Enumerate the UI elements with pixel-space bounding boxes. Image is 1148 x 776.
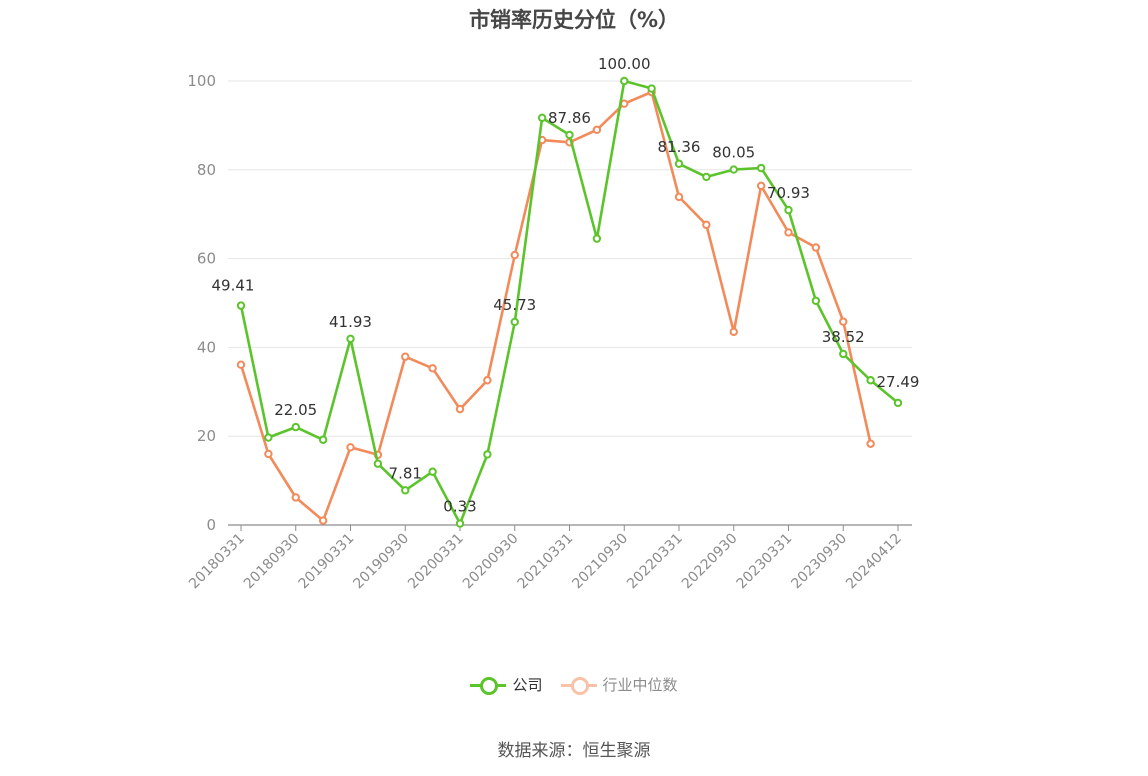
x-tick-label-20190930: 20190930 (350, 531, 412, 593)
series-1-point-20231231 (866, 439, 875, 448)
y-tick-label-60: 60 (197, 250, 216, 268)
series-1-point-20220930 (729, 327, 738, 337)
legend: 公司 行业中位数 (0, 674, 1148, 695)
x-tick-label-20240412: 20240412 (843, 531, 905, 593)
series-1-point-20180331 (236, 360, 246, 369)
series-1-point-20210630 (592, 125, 602, 135)
x-tick-label-20180930: 20180930 (241, 531, 303, 593)
legend-company-label: 公司 (512, 676, 543, 694)
series-0-point-20180930 (291, 422, 300, 432)
data-label-20180930: 22.05 (274, 401, 317, 419)
data-label-20200331: 0.33 (443, 498, 476, 516)
series-0-point-20200331 (455, 519, 465, 528)
series-0-point-20220930 (729, 165, 738, 174)
series-1-point-20190331 (346, 443, 355, 452)
series-0-point-20230331 (784, 205, 793, 215)
x-tick-label-20190331: 20190331 (296, 531, 358, 593)
series-1-point-20220331 (674, 192, 684, 202)
series-0-point-20180630 (264, 433, 273, 442)
series-1-point-20221231 (756, 181, 766, 190)
series-0-point-20230630 (811, 296, 821, 305)
x-tick-label-20210930: 20210930 (569, 531, 631, 593)
data-label-20220331: 81.36 (658, 138, 701, 156)
x-tick-label-20200930: 20200930 (460, 531, 522, 593)
y-tick-label-20: 20 (197, 427, 216, 445)
data-label-20180331: 49.41 (212, 277, 255, 295)
series-1-point-20230331 (784, 228, 793, 237)
series-1-point-20200930 (510, 250, 519, 260)
y-tick-label-100: 100 (187, 72, 216, 90)
source-note: 数据来源：恒生聚源 (497, 741, 651, 761)
x-tick-label-20220930: 20220930 (679, 531, 741, 593)
series-0-point-20230930 (839, 349, 848, 359)
x-tick-label-20180331: 20180331 (186, 531, 248, 593)
data-label-20190930: 7.81 (389, 464, 422, 482)
series-1-point-20200630 (483, 376, 492, 385)
data-label-20190331: 41.93 (329, 313, 372, 331)
series-1-point-20220630 (702, 220, 711, 230)
series-0-point-20210630 (592, 234, 602, 243)
series-0-point-20201231 (537, 113, 547, 123)
data-label-20220930: 80.05 (712, 144, 755, 162)
series-0-point-20200630 (483, 450, 492, 459)
series-1-point-20181231 (318, 516, 328, 525)
series-1-point-20180630 (264, 449, 273, 459)
series-0-point-20190331 (346, 334, 355, 344)
series-0-point-20210930 (620, 76, 629, 86)
series-0-point-20231231 (866, 376, 875, 385)
data-label-20210930: 100.00 (598, 55, 651, 73)
chart-title: 市销率历史分位（%） (468, 8, 680, 32)
series-1-point-20191231 (428, 364, 437, 373)
series-0-point-20180331 (236, 301, 246, 310)
series-1-point-20230630 (811, 243, 821, 252)
data-labels: 49.41 22.05 41.93 7.81 0.33 45.73 87.86 100.00 8… (212, 55, 920, 516)
data-label-20230331: 70.93 (767, 184, 810, 202)
legend-industry-median-label: 行业中位数 (602, 676, 678, 694)
series-0-point-20190930 (401, 486, 410, 495)
series-lines (236, 76, 903, 528)
axes: 0 20 40 60 80 100 2018033120180930201903312019… (186, 72, 912, 592)
y-tick-label-0: 0 (206, 516, 216, 534)
x-tick-label-20230930: 20230930 (788, 531, 850, 593)
legend-item-industry-median[interactable]: 行业中位数 (560, 674, 678, 695)
x-tick-label-20220331: 20220331 (624, 531, 686, 593)
legend-company-marker (470, 675, 507, 695)
data-label-20230930: 38.52 (822, 328, 865, 346)
series-0-point-20221231 (756, 163, 766, 173)
data-label-20200930: 45.73 (493, 296, 536, 314)
series-0-point-20220630 (702, 172, 711, 182)
series-1-point-20200331 (455, 404, 465, 414)
series-1-point-20190930 (401, 352, 410, 361)
x-tick-label-20230331: 20230331 (734, 531, 796, 593)
legend-item-company[interactable]: 公司 (470, 674, 543, 695)
y-tick-label-40: 40 (197, 338, 216, 356)
series-1-point-20180930 (291, 493, 300, 502)
legend-industry-median-marker (560, 675, 597, 695)
series-0-point-20200930 (510, 317, 519, 327)
series-0-point-20240412 (893, 398, 903, 408)
series-0-point-20190630 (373, 459, 383, 468)
series-0-point-20211231 (647, 84, 656, 93)
grid-lines (228, 80, 912, 437)
series-line-1 (239, 90, 872, 522)
series-line-0 (239, 79, 899, 525)
series-1-point-20230930 (839, 317, 848, 326)
x-tick-label-20210331: 20210331 (515, 531, 577, 593)
series-0-point-20220331 (674, 159, 684, 168)
series-0-point-20191231 (428, 467, 437, 476)
x-tick-label-20200331: 20200331 (405, 531, 467, 593)
data-label-20240412: 27.49 (877, 373, 920, 391)
series-0-point-20210331 (565, 130, 574, 140)
y-tick-label-80: 80 (197, 161, 216, 179)
data-label-20210331: 87.86 (548, 109, 591, 127)
series-0-point-20181231 (318, 435, 328, 444)
